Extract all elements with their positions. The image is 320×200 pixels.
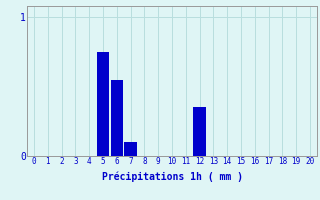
- Bar: [111, 80, 123, 156]
- Bar: [97, 52, 109, 156]
- Bar: [193, 107, 206, 156]
- Bar: [124, 142, 137, 156]
- X-axis label: Précipitations 1h ( mm ): Précipitations 1h ( mm ): [101, 172, 243, 182]
